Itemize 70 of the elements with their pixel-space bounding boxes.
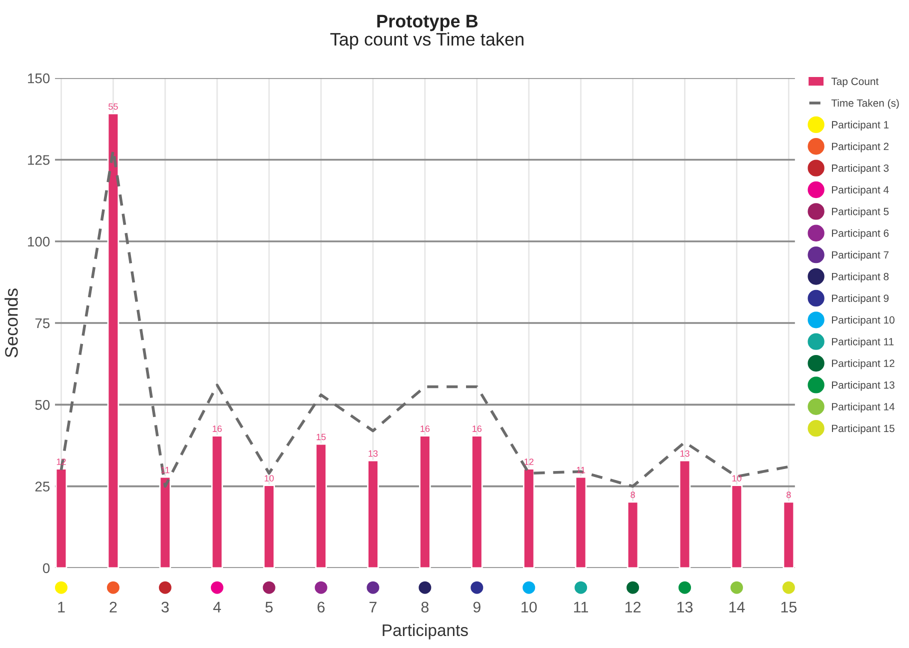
x-tick-label: 14 <box>729 602 745 612</box>
legend-label: Participant 14 <box>832 402 895 412</box>
legend-label: Time Taken (s) <box>831 99 899 109</box>
y-tick-label: 25 <box>35 482 50 492</box>
data-label: 16 <box>420 426 430 432</box>
data-label: 15 <box>316 434 326 440</box>
bar <box>263 484 275 568</box>
x-tick-label: 3 <box>161 602 169 613</box>
data-label: 10 <box>264 475 274 482</box>
x-axis-title: Participants <box>382 624 468 640</box>
data-label: 8 <box>630 492 635 498</box>
bar <box>107 112 120 568</box>
bar <box>522 468 535 568</box>
y-axis-title: Seconds <box>4 288 18 358</box>
y-tick-label: 125 <box>28 155 50 165</box>
x-tick-label: 4 <box>213 602 221 612</box>
legend-label: Participant 3 <box>832 164 889 174</box>
legend-label: Participant 11 <box>832 338 894 348</box>
bar <box>211 435 224 568</box>
legend-label: Participant 15 <box>832 424 894 434</box>
y-tick-label: 150 <box>28 73 50 84</box>
legend-label: Participant 7 <box>832 250 889 261</box>
x-tick-label: 6 <box>318 602 325 613</box>
y-tick-label: 100 <box>28 236 50 247</box>
bar <box>678 460 691 568</box>
x-tick-label: 7 <box>370 602 376 612</box>
data-label: 12 <box>524 458 534 465</box>
chart-subtitle: Tap count vs Time taken <box>330 32 524 50</box>
x-tick-label: 5 <box>265 602 273 613</box>
legend-label: Tap Count <box>831 78 879 88</box>
y-tick-label: 50 <box>35 400 50 410</box>
data-label: 13 <box>368 450 378 457</box>
data-label: 13 <box>680 450 690 457</box>
legend-label: Participant 5 <box>832 208 889 218</box>
bar <box>574 476 587 568</box>
bar <box>730 484 743 568</box>
data-label: 55 <box>108 103 118 110</box>
legend-label: Participant 12 <box>832 359 894 370</box>
legend-label: Participant 13 <box>832 381 894 391</box>
x-tick-label: 1 <box>58 602 65 612</box>
legend-label: Participant 8 <box>832 272 889 282</box>
x-tick-label: 2 <box>110 602 117 612</box>
x-tick-label: 10 <box>522 602 537 613</box>
x-tick-label: 8 <box>421 602 429 613</box>
x-tick-label: 11 <box>574 602 588 612</box>
legend-label: Participant 9 <box>832 294 889 304</box>
x-tick-label: 15 <box>781 602 797 613</box>
bar <box>367 460 379 568</box>
legend-label: Participant 2 <box>832 142 889 152</box>
bar <box>782 501 795 568</box>
x-tick-label: 13 <box>677 602 693 613</box>
x-tick-label: 9 <box>473 602 480 613</box>
legend-label: Participant 1 <box>832 120 889 131</box>
y-tick-label: 0 <box>42 563 50 574</box>
bar <box>419 435 431 568</box>
bar <box>55 468 68 568</box>
bar <box>315 443 327 568</box>
legend-label: Participant 4 <box>832 186 889 196</box>
bar <box>159 476 172 568</box>
data-label: 10 <box>732 475 742 482</box>
chart-title: Prototype B <box>377 14 478 32</box>
data-label: 16 <box>472 426 482 432</box>
legend-label: Participant 10 <box>832 316 894 326</box>
data-label: 16 <box>212 426 222 432</box>
bar <box>471 435 483 568</box>
y-tick-label: 75 <box>35 318 50 328</box>
data-label: 8 <box>786 492 791 498</box>
bar <box>626 501 639 568</box>
x-tick-label: 12 <box>625 602 641 612</box>
legend-label: Participant 6 <box>832 229 889 239</box>
